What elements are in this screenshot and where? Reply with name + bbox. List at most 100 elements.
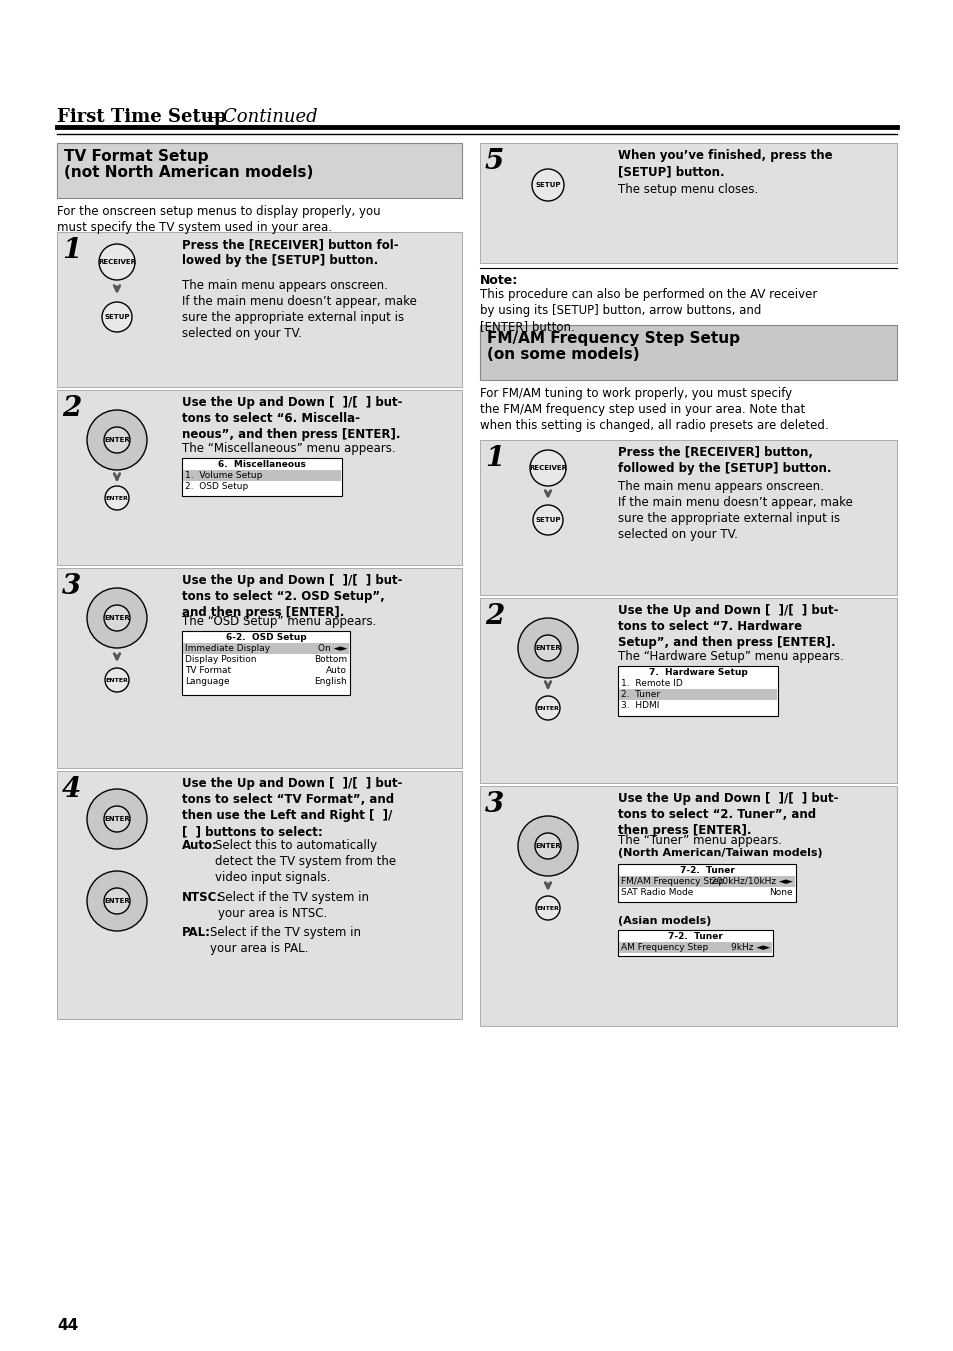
- Text: 1.  Volume Setup: 1. Volume Setup: [185, 471, 262, 480]
- Text: 7-2.  Tuner: 7-2. Tuner: [667, 932, 722, 942]
- Text: SAT Radio Mode: SAT Radio Mode: [620, 888, 693, 897]
- Text: 4: 4: [62, 775, 81, 802]
- Text: NTSC:: NTSC:: [182, 892, 222, 904]
- Text: The main menu appears onscreen.
If the main menu doesn’t appear, make
sure the a: The main menu appears onscreen. If the m…: [182, 280, 416, 340]
- Text: ENTER: ENTER: [104, 436, 130, 443]
- Text: For the onscreen setup menus to display properly, you
must specify the TV system: For the onscreen setup menus to display …: [57, 205, 380, 234]
- Circle shape: [104, 605, 130, 631]
- Text: ENTER: ENTER: [536, 905, 558, 911]
- Text: For FM/AM tuning to work properly, you must specify
the FM/AM frequency step use: For FM/AM tuning to work properly, you m…: [479, 386, 828, 432]
- Text: This procedure can also be performed on the AV receiver
by using its [SETUP] but: This procedure can also be performed on …: [479, 288, 817, 332]
- Text: 2: 2: [62, 394, 81, 422]
- Text: The “Tuner” menu appears.: The “Tuner” menu appears.: [618, 834, 781, 847]
- Bar: [183, 470, 340, 481]
- Bar: [57, 143, 461, 199]
- Text: English: English: [314, 677, 347, 686]
- Text: The setup menu closes.: The setup menu closes.: [618, 182, 758, 196]
- Circle shape: [536, 896, 559, 920]
- Text: FM/AM Frequency Step: FM/AM Frequency Step: [620, 877, 723, 886]
- Text: Use the Up and Down [  ]/[  ] but-
tons to select “TV Format”, and
then use the : Use the Up and Down [ ]/[ ] but- tons to…: [182, 777, 402, 838]
- Circle shape: [87, 588, 147, 648]
- Bar: [182, 631, 350, 694]
- Bar: [57, 232, 461, 386]
- Circle shape: [535, 834, 560, 859]
- Text: (on some models): (on some models): [486, 347, 639, 362]
- Circle shape: [533, 505, 562, 535]
- Bar: [618, 929, 772, 957]
- Text: The “Hardware Setup” menu appears.: The “Hardware Setup” menu appears.: [618, 650, 842, 663]
- Text: Select if the TV system in
your area is NTSC.: Select if the TV system in your area is …: [218, 892, 369, 920]
- Text: Press the [RECEIVER] button fol-
lowed by the [SETUP] button.: Press the [RECEIVER] button fol- lowed b…: [182, 238, 398, 267]
- Text: ENTER: ENTER: [106, 496, 129, 500]
- Text: When you’ve finished, press the
[SETUP] button.: When you’ve finished, press the [SETUP] …: [618, 149, 832, 178]
- Text: (Asian models): (Asian models): [618, 916, 711, 925]
- Bar: [618, 865, 795, 902]
- Circle shape: [105, 667, 129, 692]
- Text: Auto: Auto: [326, 666, 347, 676]
- Bar: [57, 771, 461, 1019]
- Text: 7-2.  Tuner: 7-2. Tuner: [679, 866, 734, 875]
- Text: 2.  Tuner: 2. Tuner: [620, 690, 659, 698]
- Text: 1: 1: [484, 444, 504, 471]
- Text: Immediate Display: Immediate Display: [185, 644, 270, 653]
- Text: 1: 1: [62, 236, 81, 263]
- Text: Use the Up and Down [  ]/[  ] but-
tons to select “2. OSD Setup”,
and then press: Use the Up and Down [ ]/[ ] but- tons to…: [182, 574, 402, 619]
- Text: Select if the TV system in
your area is PAL.: Select if the TV system in your area is …: [210, 925, 360, 955]
- Text: RECEIVER: RECEIVER: [98, 259, 136, 265]
- Text: —Continued: —Continued: [205, 108, 317, 126]
- Circle shape: [532, 169, 563, 201]
- Bar: [57, 390, 461, 565]
- Text: Note:: Note:: [479, 274, 517, 286]
- Text: 2.  OSD Setup: 2. OSD Setup: [185, 482, 248, 490]
- Text: 44: 44: [57, 1319, 78, 1333]
- Text: ENTER: ENTER: [106, 677, 129, 682]
- Text: Press the [RECEIVER] button,
followed by the [SETUP] button.: Press the [RECEIVER] button, followed by…: [618, 446, 831, 476]
- Circle shape: [87, 409, 147, 470]
- Bar: [618, 666, 778, 716]
- Bar: [479, 440, 896, 594]
- Circle shape: [102, 303, 132, 332]
- Text: Select this to automatically
detect the TV system from the
video input signals.: Select this to automatically detect the …: [214, 839, 395, 884]
- Text: Auto:: Auto:: [182, 839, 217, 852]
- Text: Use the Up and Down [  ]/[  ] but-
tons to select “6. Miscella-
neous”, and then: Use the Up and Down [ ]/[ ] but- tons to…: [182, 396, 402, 440]
- Bar: [479, 786, 896, 1025]
- Text: The “OSD Setup” menu appears.: The “OSD Setup” menu appears.: [182, 615, 376, 628]
- Text: TV Format Setup: TV Format Setup: [64, 149, 209, 163]
- Text: Language: Language: [185, 677, 230, 686]
- Text: Use the Up and Down [  ]/[  ] but-
tons to select “7. Hardware
Setup”, and then : Use the Up and Down [ ]/[ ] but- tons to…: [618, 604, 838, 648]
- Circle shape: [517, 816, 578, 875]
- Text: ENTER: ENTER: [535, 644, 560, 651]
- Bar: [479, 143, 896, 263]
- Text: 6.  Miscellaneous: 6. Miscellaneous: [218, 459, 306, 469]
- Bar: [479, 598, 896, 784]
- Text: Bottom: Bottom: [314, 655, 347, 663]
- Bar: [479, 326, 896, 380]
- Circle shape: [104, 427, 130, 453]
- Text: ENTER: ENTER: [536, 705, 558, 711]
- Text: 1.  Remote ID: 1. Remote ID: [620, 680, 682, 688]
- Bar: [182, 458, 341, 496]
- Text: TV Format: TV Format: [185, 666, 231, 676]
- Text: AM Frequency Step: AM Frequency Step: [620, 943, 707, 952]
- Circle shape: [517, 617, 578, 678]
- Text: SETUP: SETUP: [535, 182, 560, 188]
- Bar: [618, 875, 794, 888]
- Text: None: None: [768, 888, 792, 897]
- Text: 3: 3: [484, 790, 504, 817]
- Text: PAL:: PAL:: [182, 925, 211, 939]
- Text: Display Position: Display Position: [185, 655, 256, 663]
- Text: 3: 3: [62, 573, 81, 600]
- Text: The main menu appears onscreen.
If the main menu doesn’t appear, make
sure the a: The main menu appears onscreen. If the m…: [618, 480, 852, 540]
- Text: ENTER: ENTER: [104, 816, 130, 821]
- Text: FM/AM Frequency Step Setup: FM/AM Frequency Step Setup: [486, 331, 740, 346]
- Text: SETUP: SETUP: [104, 313, 130, 320]
- Bar: [618, 689, 776, 700]
- Text: Use the Up and Down [  ]/[  ] but-
tons to select “2. Tuner”, and
then press [EN: Use the Up and Down [ ]/[ ] but- tons to…: [618, 792, 838, 838]
- Text: 200kHz/10kHz ◄►: 200kHz/10kHz ◄►: [711, 877, 792, 886]
- Bar: [57, 567, 461, 767]
- Circle shape: [104, 807, 130, 832]
- Text: RECEIVER: RECEIVER: [529, 465, 566, 471]
- Text: 2: 2: [484, 603, 504, 630]
- Text: 5: 5: [484, 149, 504, 176]
- Circle shape: [535, 635, 560, 661]
